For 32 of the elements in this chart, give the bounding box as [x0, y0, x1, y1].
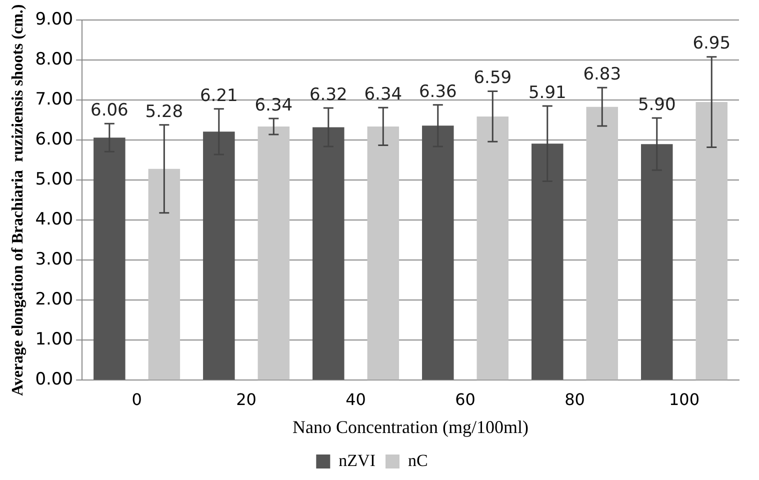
data-label: 5.91	[528, 82, 566, 103]
x-tick-label: 0	[132, 390, 142, 409]
data-label: 6.34	[364, 84, 402, 105]
data-label: 5.90	[638, 94, 676, 115]
x-tick-label: 40	[346, 390, 366, 409]
x-axis-title: Nano Concentration (mg/100ml)	[292, 416, 529, 437]
x-tick-label: 100	[668, 390, 700, 409]
y-axis-title: Average elongation of Brachiaria ruziziensis shoots (cm.)	[10, 4, 27, 396]
x-tick-label: 20	[236, 390, 256, 409]
data-label: 6.95	[692, 34, 731, 54]
y-tick-label: 2.00	[35, 290, 74, 310]
y-tick-label: 8.00	[35, 49, 74, 70]
y-tick-label: 5.00	[35, 170, 74, 190]
data-label: 6.36	[418, 82, 457, 102]
data-label: 6.59	[474, 68, 512, 88]
y-tick-label: 3.00	[35, 250, 74, 270]
legend-label: nC	[408, 450, 428, 470]
data-label: 6.34	[254, 95, 293, 116]
y-tick-label: 7.00	[35, 89, 74, 110]
y-tick-label: 1.00	[35, 330, 74, 350]
data-label: 6.21	[200, 86, 238, 106]
y-tick-label: 6.00	[35, 129, 74, 150]
x-tick-label: 60	[455, 390, 476, 409]
data-label: 6.32	[309, 84, 348, 105]
data-label: 6.06	[90, 100, 128, 121]
legend-label: nZVI	[338, 450, 376, 470]
data-label: 5.28	[145, 102, 184, 122]
y-tick-label: 0.00	[35, 370, 74, 390]
y-tick-label: 9.00	[35, 9, 74, 30]
y-tick-label: 4.00	[35, 210, 74, 230]
x-tick-label: 80	[564, 390, 585, 409]
data-label: 6.83	[583, 64, 622, 85]
